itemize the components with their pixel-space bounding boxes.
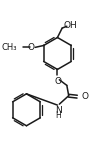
Text: H: H: [55, 111, 61, 120]
Text: O: O: [55, 77, 62, 86]
Text: CH₃: CH₃: [2, 43, 17, 52]
Text: O: O: [82, 92, 89, 101]
Text: OH: OH: [64, 21, 77, 30]
Text: O: O: [28, 43, 35, 52]
Text: N: N: [55, 106, 62, 115]
